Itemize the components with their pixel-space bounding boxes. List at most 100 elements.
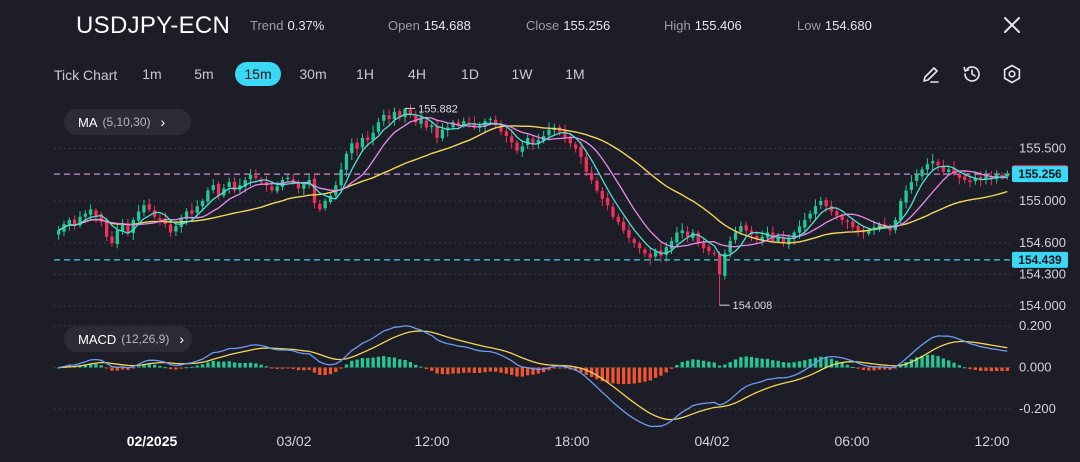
chevron-right-icon: › (160, 114, 166, 130)
candle-167 (947, 166, 951, 176)
candle-body-59 (371, 132, 375, 140)
timeframe-1w[interactable]: 1W (511, 66, 533, 82)
macd-hist-bar-9 (104, 367, 109, 369)
candle-122 (707, 244, 711, 256)
ma-indicator-tag[interactable]: MA (5,10,30) › (64, 109, 191, 135)
candle-32 (227, 177, 231, 194)
macd-hist-bar-126 (728, 362, 732, 368)
candle-140 (803, 212, 807, 234)
timeframe-1m[interactable]: 1m (142, 66, 162, 82)
macd-hist-bar-27 (200, 364, 205, 368)
macd-hist-bar-151 (861, 367, 866, 371)
candle-body-132 (760, 236, 764, 240)
candle-57 (360, 133, 365, 152)
macd-hist-bar-41 (275, 367, 279, 369)
macd-hist-bar-160 (909, 359, 914, 368)
macd-hist-bar-56 (355, 359, 359, 368)
macd-hist-bar-152 (867, 367, 871, 371)
candle-body-17 (147, 204, 151, 210)
candle-166 (941, 159, 946, 176)
macd-hist-bar-74 (451, 367, 455, 374)
candle-body-83 (499, 124, 503, 132)
candle-160 (909, 175, 914, 194)
macd-hist-bar-49 (318, 367, 322, 375)
macd-tick-label-2: -0.200 (1019, 401, 1056, 416)
candle-body-34 (238, 185, 242, 190)
candle-body-55 (350, 143, 354, 154)
candle-body-171 (968, 180, 972, 183)
macd-hist-bar-121 (701, 360, 706, 368)
candle-body-35 (243, 180, 247, 187)
price-badge-label-1: 155.256 (1018, 167, 1062, 181)
candle-83 (499, 119, 503, 136)
macd-hist-bar-118 (685, 360, 690, 368)
candle-body-99 (584, 157, 588, 172)
macd-tick-label-1: 0.000 (1019, 360, 1052, 375)
candle-body-13 (126, 225, 130, 233)
time-label-1: 03/02 (276, 433, 311, 449)
candle-body-4 (78, 216, 82, 226)
candle-body-97 (573, 144, 578, 149)
macd-hist-bar-159 (904, 362, 908, 368)
macd-hist-bar-147 (840, 362, 844, 368)
tick-chart-button[interactable]: Tick Chart (54, 67, 118, 83)
macd-hist-bar-78 (472, 367, 477, 374)
macd-hist-bar-16 (142, 364, 146, 368)
macd-hist-bar-104 (611, 367, 615, 384)
timeframe-1d[interactable]: 1D (461, 66, 479, 82)
macd-hist-bar-133 (765, 358, 770, 368)
macd-hist-bar-72 (440, 367, 445, 375)
macd-hist-bar-141 (808, 359, 812, 368)
candle-body-61 (382, 114, 386, 121)
macd-hist-bar-82 (494, 367, 498, 372)
close-icon[interactable] (1000, 13, 1024, 37)
macd-hist-bar-109 (637, 367, 642, 383)
macd-hist-bar-165 (936, 356, 940, 368)
timeframe-30m[interactable]: 30m (299, 66, 327, 82)
candle-body-82 (494, 119, 498, 126)
macd-hist-bar-106 (621, 367, 626, 385)
candle-body-27 (200, 201, 205, 207)
macd-hist-bar-107 (627, 367, 631, 385)
candle-body-107 (627, 230, 631, 238)
candle-body-114 (664, 247, 668, 255)
macd-hist-bar-51 (328, 367, 333, 375)
candle-body-19 (158, 218, 162, 220)
candle-68 (419, 111, 423, 129)
macd-hist-bar-18 (152, 364, 157, 368)
candle-153 (872, 220, 876, 236)
low-annotation-label: 154.008 (733, 300, 773, 312)
candle-30 (216, 181, 221, 200)
timeframe-1mo[interactable]: 1M (565, 66, 585, 82)
macd-indicator-tag[interactable]: MACD (12,26,9) › (64, 326, 192, 352)
macd-hist-bar-131 (755, 357, 759, 368)
timeframe-1h[interactable]: 1H (356, 66, 374, 82)
macd-line (58, 325, 1008, 428)
time-label-6: 12:00 (974, 433, 1009, 449)
macd-hist-bar-54 (344, 364, 349, 368)
timeframe-5m[interactable]: 5m (194, 66, 214, 82)
timeframe-15m[interactable]: 15m (235, 62, 281, 86)
macd-hist-bar-80 (483, 367, 487, 373)
macd-hist-bar-34 (238, 362, 242, 368)
candle-body-32 (227, 182, 231, 187)
timeframe-4h[interactable]: 4H (408, 66, 426, 82)
candle-177 (1000, 172, 1004, 180)
macd-hist-bar-177 (1000, 367, 1004, 372)
macd-hist-bar-135 (776, 360, 780, 368)
candle-body-74 (451, 122, 455, 128)
candle-106 (621, 216, 626, 234)
stat-low: Low 154.680 (797, 18, 872, 33)
macd-hist-bar-99 (584, 367, 588, 375)
history-icon[interactable] (961, 63, 983, 85)
draw-pencil-icon[interactable] (920, 63, 942, 85)
macd-hist-bar-129 (744, 356, 748, 368)
candle-body-60 (376, 122, 381, 132)
macd-hist-bar-53 (339, 367, 343, 369)
macd-hist-bar-154 (877, 367, 882, 370)
settings-gear-icon[interactable] (1001, 63, 1023, 85)
candle-body-26 (195, 206, 199, 213)
candle-109 (637, 241, 642, 254)
candle-body-95 (563, 130, 567, 138)
